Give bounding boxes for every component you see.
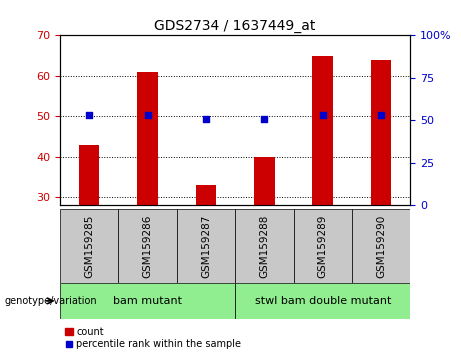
Text: GSM159285: GSM159285 — [84, 214, 94, 278]
Point — [260, 116, 268, 121]
Bar — [352, 209, 410, 283]
Bar — [118, 209, 177, 283]
Bar — [235, 283, 410, 319]
Bar — [79, 145, 100, 205]
Bar — [371, 60, 391, 205]
Text: genotype/variation: genotype/variation — [5, 296, 97, 306]
Bar — [137, 72, 158, 205]
Text: GSM159289: GSM159289 — [318, 214, 328, 278]
Point — [202, 116, 210, 121]
Point — [144, 113, 151, 118]
Bar — [60, 209, 118, 283]
Bar — [254, 157, 275, 205]
Text: GSM159287: GSM159287 — [201, 214, 211, 278]
Bar — [195, 185, 216, 205]
Bar — [313, 56, 333, 205]
Legend: count, percentile rank within the sample: count, percentile rank within the sample — [65, 327, 242, 349]
Point — [319, 113, 326, 118]
Bar — [177, 209, 235, 283]
Bar — [60, 283, 235, 319]
Text: GSM159290: GSM159290 — [376, 215, 386, 278]
Text: GSM159286: GSM159286 — [142, 214, 153, 278]
Text: bam mutant: bam mutant — [113, 296, 182, 306]
Text: stwl bam double mutant: stwl bam double mutant — [254, 296, 391, 306]
Bar — [294, 209, 352, 283]
Bar — [235, 209, 294, 283]
Text: GSM159288: GSM159288 — [259, 214, 269, 278]
Point — [378, 113, 385, 118]
Point — [85, 113, 93, 118]
Title: GDS2734 / 1637449_at: GDS2734 / 1637449_at — [154, 19, 316, 33]
